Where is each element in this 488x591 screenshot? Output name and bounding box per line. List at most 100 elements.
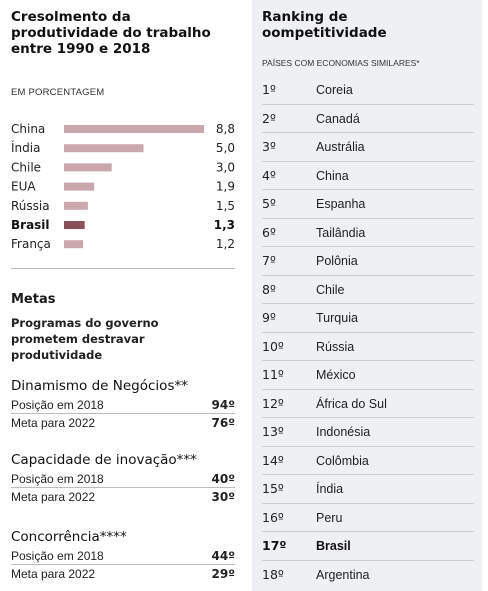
ranking-row: 15º Índia (262, 475, 474, 504)
ranking-row: 5º Espanha (262, 190, 474, 219)
ranking-position: 4º (262, 167, 276, 183)
ranking-row: 1º Coreia (262, 76, 474, 105)
goal-row-label: Meta para 2022 (11, 490, 96, 504)
goal-row-value: 44º (211, 549, 235, 563)
value-label: 1,5 (216, 199, 235, 213)
ranking-country: Tailândia (316, 225, 366, 240)
bar (64, 221, 85, 229)
ranking-position: 15º (262, 481, 284, 496)
ranking-country: Polônia (316, 254, 358, 268)
ranking-row: 17º Brasil (262, 532, 474, 561)
ranking-country: Índia (316, 482, 344, 496)
ranking-position: 11º (262, 367, 284, 382)
ranking-country: Indonésia (316, 425, 371, 439)
goal-row-value: 30º (211, 490, 235, 504)
ranking-row: 9º Turquia (262, 304, 474, 333)
ranking-country: Argentina (316, 567, 370, 582)
ranking-row: 13º Indonésia (262, 418, 474, 447)
goal-row-label: Meta para 2022 (11, 567, 96, 581)
goal-row-value: 76º (211, 416, 235, 430)
ranking-position: 16º (262, 509, 284, 525)
metas-subtitle-line: Programas do governo (11, 316, 159, 330)
ranking-position: 12º (262, 395, 284, 411)
goal-row: Posição em 2018 44º (11, 547, 235, 565)
goal-heading: Dinamismo de Negócios** (11, 378, 188, 394)
ranking-country: Peru (316, 510, 343, 525)
category-label: Rússia (11, 199, 50, 213)
ranking-row: 4º China (262, 162, 474, 190)
chart-title-line: Cresolmento da (11, 9, 131, 25)
ranking-row: 16º Peru (262, 504, 474, 532)
chart-unit-label: EM PORCENTAGEM (11, 87, 105, 98)
ranking-row: 11º México (262, 361, 474, 390)
goal-group-inovacao: Capacidade de inovação*** Posição em 201… (11, 450, 235, 506)
metas-subtitle-line: prometem destravar (11, 332, 145, 346)
bar (64, 240, 84, 249)
value-label: 3,0 (216, 160, 235, 174)
ranking-row: 3º Austrália (262, 133, 474, 162)
goal-row: Meta para 2022 29º (11, 565, 235, 583)
value-label: 1,3 (214, 218, 235, 232)
ranking-country: Coreia (316, 83, 353, 97)
goal-row-label: Posição em 2018 (11, 398, 104, 412)
ranking-title-line: Ranking de (262, 9, 348, 25)
value-label: 8,8 (216, 122, 235, 136)
ranking-title-line: oompetitividade (262, 25, 387, 41)
ranking-country: Austrália (316, 140, 365, 154)
ranking-position: 8º (262, 281, 276, 297)
ranking-row: 2º Canadá (262, 105, 474, 133)
goal-group-concorrencia: Concorrência**** Posição em 2018 44º Met… (11, 527, 235, 583)
chart-title-line: entre 1990 e 2018 (11, 41, 151, 57)
section-divider (11, 268, 235, 269)
ranking-position: 6º (262, 224, 276, 240)
ranking-position: 2º (262, 110, 276, 126)
ranking-row: 12º África do Sul (262, 390, 474, 418)
ranking-position: 5º (262, 196, 276, 211)
category-label: Índia (11, 140, 40, 155)
ranking-position: 3º (262, 139, 276, 154)
goal-row-value: 94º (211, 398, 235, 412)
ranking-position: 10º (262, 338, 284, 354)
ranking-country: África do Sul (316, 396, 387, 411)
ranking-country: México (316, 368, 356, 382)
productivity-panel: Cresolmento da produtividade do trabalho… (11, 9, 236, 583)
category-label: China (11, 122, 45, 136)
ranking-row: 8º Chile (262, 276, 474, 304)
metas-subtitle-line: produtividade (11, 348, 103, 362)
bar (64, 182, 95, 191)
ranking-country: Chile (316, 282, 345, 297)
goal-row-label: Posição em 2018 (11, 472, 104, 486)
category-label: EUA (11, 180, 36, 194)
ranking-title: Ranking de oompetitividade (262, 9, 472, 41)
goal-heading: Capacidade de inovação*** (11, 452, 197, 468)
value-label: 5,0 (216, 141, 235, 155)
ranking-row: 14º Colômbia (262, 447, 474, 475)
ranking-position: 7º (262, 253, 276, 268)
ranking-row: 6º Tailândia (262, 219, 474, 247)
goal-row: Posição em 2018 40º (11, 470, 235, 488)
bar (64, 163, 112, 172)
ranking-country: Rússia (316, 339, 355, 354)
goal-row: Meta para 2022 30º (11, 488, 235, 506)
goal-row-value: 29º (211, 567, 235, 581)
category-label: Chile (11, 160, 41, 174)
goal-row: Posição em 2018 94º (11, 396, 235, 414)
bar (64, 125, 204, 133)
value-label: 1,2 (216, 237, 235, 251)
ranking-position: 18º (262, 566, 284, 582)
goal-group-dinamismo: Dinamismo de Negócios** Posição em 2018 … (11, 376, 235, 432)
goal-row: Meta para 2022 76º (11, 414, 235, 432)
goal-row-value: 40º (211, 472, 235, 486)
ranking-row: 18º Argentina (262, 561, 474, 590)
ranking-position: 13º (262, 424, 284, 439)
ranking-position: 17º (262, 538, 287, 553)
metas-title: Metas (11, 292, 56, 307)
category-label: França (11, 237, 51, 251)
chart-title-line: produtividade do trabalho (11, 25, 211, 41)
chart-title: Cresolmento da produtividade do trabalho… (11, 9, 236, 57)
ranking-position: 1º (262, 82, 276, 97)
value-label: 1,9 (216, 180, 235, 194)
ranking-position: 9º (262, 310, 276, 325)
ranking-country: Espanha (316, 197, 366, 211)
goal-row-label: Meta para 2022 (11, 416, 96, 430)
